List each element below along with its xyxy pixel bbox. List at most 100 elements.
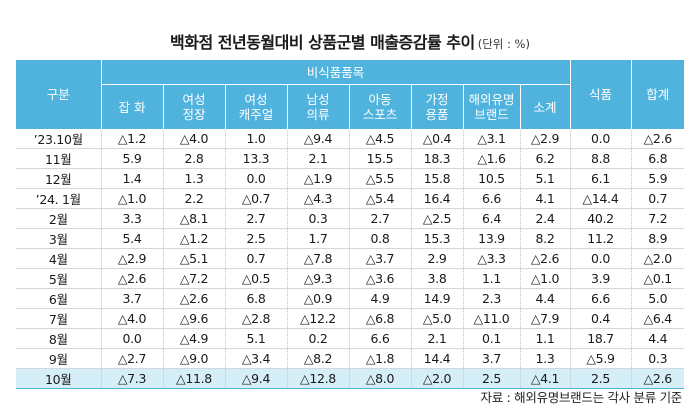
- table-cell: △7.9: [519, 308, 571, 329]
- table-cell: 1.0: [224, 129, 287, 149]
- table-cell: △1.0: [519, 268, 571, 289]
- table-cell: △3.7: [348, 248, 411, 269]
- header-rowhead: 구분: [16, 60, 102, 129]
- table-cell: △4.5: [348, 129, 411, 149]
- table-cell: △8.1: [162, 208, 225, 229]
- table-cell: △1.2: [162, 228, 225, 249]
- table-row: 10월 △7.3 △11.8 △9.4 △12.8 △8.0 △2.0 2.5 △4.1 2.5 △…: [16, 368, 685, 389]
- table-cell: 6.6: [569, 288, 632, 309]
- sales-table: 구분 비식품품목 식품 합계 잡 화 여성 정장 여성 캐주얼 남성 의류 아동 스포츠 가정 용품 해외유명…: [16, 60, 685, 389]
- table-cell: △2.9: [519, 129, 571, 149]
- row-label: 4월: [16, 248, 101, 269]
- table-cell: △9.4: [286, 129, 349, 149]
- table-cell: △1.2: [100, 129, 163, 149]
- row-label: 10월: [16, 368, 101, 389]
- table-cell: △3.4: [224, 348, 287, 369]
- table-cell: 2.5: [462, 368, 520, 389]
- table-cell: △2.6: [630, 129, 685, 149]
- table-cell: 10.5: [462, 168, 520, 189]
- header-col-line: 스포츠: [362, 107, 398, 122]
- table-row: 3월 5.4 △1.2 2.5 1.7 0.8 15.3 13.9 8.2 11.2 8.9: [16, 228, 685, 249]
- table-cell: 0.4: [569, 308, 632, 329]
- table-cell: 1.7: [286, 228, 349, 249]
- header-col-line: 아동: [368, 92, 392, 107]
- table-cell: 15.3: [410, 228, 463, 249]
- header-food: 식품: [569, 60, 632, 129]
- row-label: ’24. 1월: [16, 188, 101, 209]
- table-cell: 40.2: [569, 208, 632, 229]
- header-col-1: 여성 정장: [162, 84, 226, 129]
- table-cell: △1.8: [348, 348, 411, 369]
- row-label: 12월: [16, 168, 101, 189]
- table-cell: △5.9: [569, 348, 632, 369]
- header-col-2: 여성 캐주얼: [224, 84, 288, 129]
- table-cell: △4.9: [162, 328, 225, 349]
- table-cell: △4.0: [162, 129, 225, 149]
- table-cell: 6.2: [519, 148, 571, 169]
- header-col-line: 캐주얼: [238, 107, 274, 122]
- table-cell: 3.8: [410, 268, 463, 289]
- table-cell: △2.6: [519, 248, 571, 269]
- table-cell: 1.1: [462, 268, 520, 289]
- row-label: 9월: [16, 348, 101, 369]
- header-total: 합계: [630, 60, 685, 129]
- table-cell: 7.2: [630, 208, 685, 229]
- table-row: 11월 5.9 2.8 13.3 2.1 15.5 18.3 △1.6 6.2 8.8 6.8: [16, 148, 685, 169]
- table-cell: 2.4: [519, 208, 571, 229]
- table-cell: △7.3: [100, 368, 163, 389]
- table-cell: △8.0: [348, 368, 411, 389]
- table-cell: 6.8: [630, 148, 685, 169]
- row-label: 3월: [16, 228, 101, 249]
- table-cell: 4.9: [348, 288, 411, 309]
- table-cell: 5.9: [630, 168, 685, 189]
- table-cell: △2.7: [100, 348, 163, 369]
- table-cell: 5.9: [100, 148, 163, 169]
- table-cell: 8.8: [569, 148, 632, 169]
- table-title: 백화점 전년동월대비 상품군별 매출증감률 추이 (단위 : %): [0, 29, 700, 53]
- table-cell: 2.2: [162, 188, 225, 209]
- table-cell: △0.1: [630, 268, 685, 289]
- table-cell: 5.0: [630, 288, 685, 309]
- row-label: 6월: [16, 288, 101, 309]
- table-cell: 2.7: [224, 208, 287, 229]
- table-cell: 15.5: [348, 148, 411, 169]
- table-cell: 14.9: [410, 288, 463, 309]
- table-cell: △2.6: [162, 288, 225, 309]
- table-cell: 5.1: [224, 328, 287, 349]
- table-cell: 6.6: [348, 328, 411, 349]
- table-cell: 1.3: [162, 168, 225, 189]
- table-cell: 8.2: [519, 228, 571, 249]
- table-row: ’23.10월 △1.2 △4.0 1.0 △9.4 △4.5 △0.4 △3.1 △2.9 0.…: [16, 129, 685, 149]
- header-col-line: 가정: [425, 92, 449, 107]
- table-cell: △0.5: [224, 268, 287, 289]
- table-cell: △7.2: [162, 268, 225, 289]
- table-cell: 1.1: [519, 328, 571, 349]
- header-col-3: 남성 의류: [286, 84, 350, 129]
- table-cell: 5.4: [100, 228, 163, 249]
- table-cell: 15.8: [410, 168, 463, 189]
- table-cell: △2.8: [224, 308, 287, 329]
- table-cell: △12.2: [286, 308, 349, 329]
- table-cell: 5.1: [519, 168, 571, 189]
- table-cell: 0.2: [286, 328, 349, 349]
- table-cell: 2.1: [286, 148, 349, 169]
- table-cell: 2.5: [224, 228, 287, 249]
- table-cell: △2.6: [630, 368, 685, 389]
- table-cell: △3.6: [348, 268, 411, 289]
- header-col-line: 의류: [306, 107, 330, 122]
- header-col-line: 남성: [306, 92, 330, 107]
- table-cell: 2.5: [569, 368, 632, 389]
- header-col-7: 소계: [519, 84, 571, 129]
- table-cell: 3.9: [569, 268, 632, 289]
- table-cell: 2.7: [348, 208, 411, 229]
- table-cell: △9.0: [162, 348, 225, 369]
- table-cell: 4.1: [519, 188, 571, 209]
- row-label: 2월: [16, 208, 101, 229]
- unit-label: (단위 : %): [477, 37, 530, 51]
- header-col-line: 정장: [182, 107, 206, 122]
- table-cell: 2.8: [162, 148, 225, 169]
- table-cell: △0.4: [410, 129, 463, 149]
- title-text: 백화점 전년동월대비 상품군별 매출증감률 추이: [170, 33, 475, 52]
- table-cell: △4.1: [519, 368, 571, 389]
- table-cell: △4.3: [286, 188, 349, 209]
